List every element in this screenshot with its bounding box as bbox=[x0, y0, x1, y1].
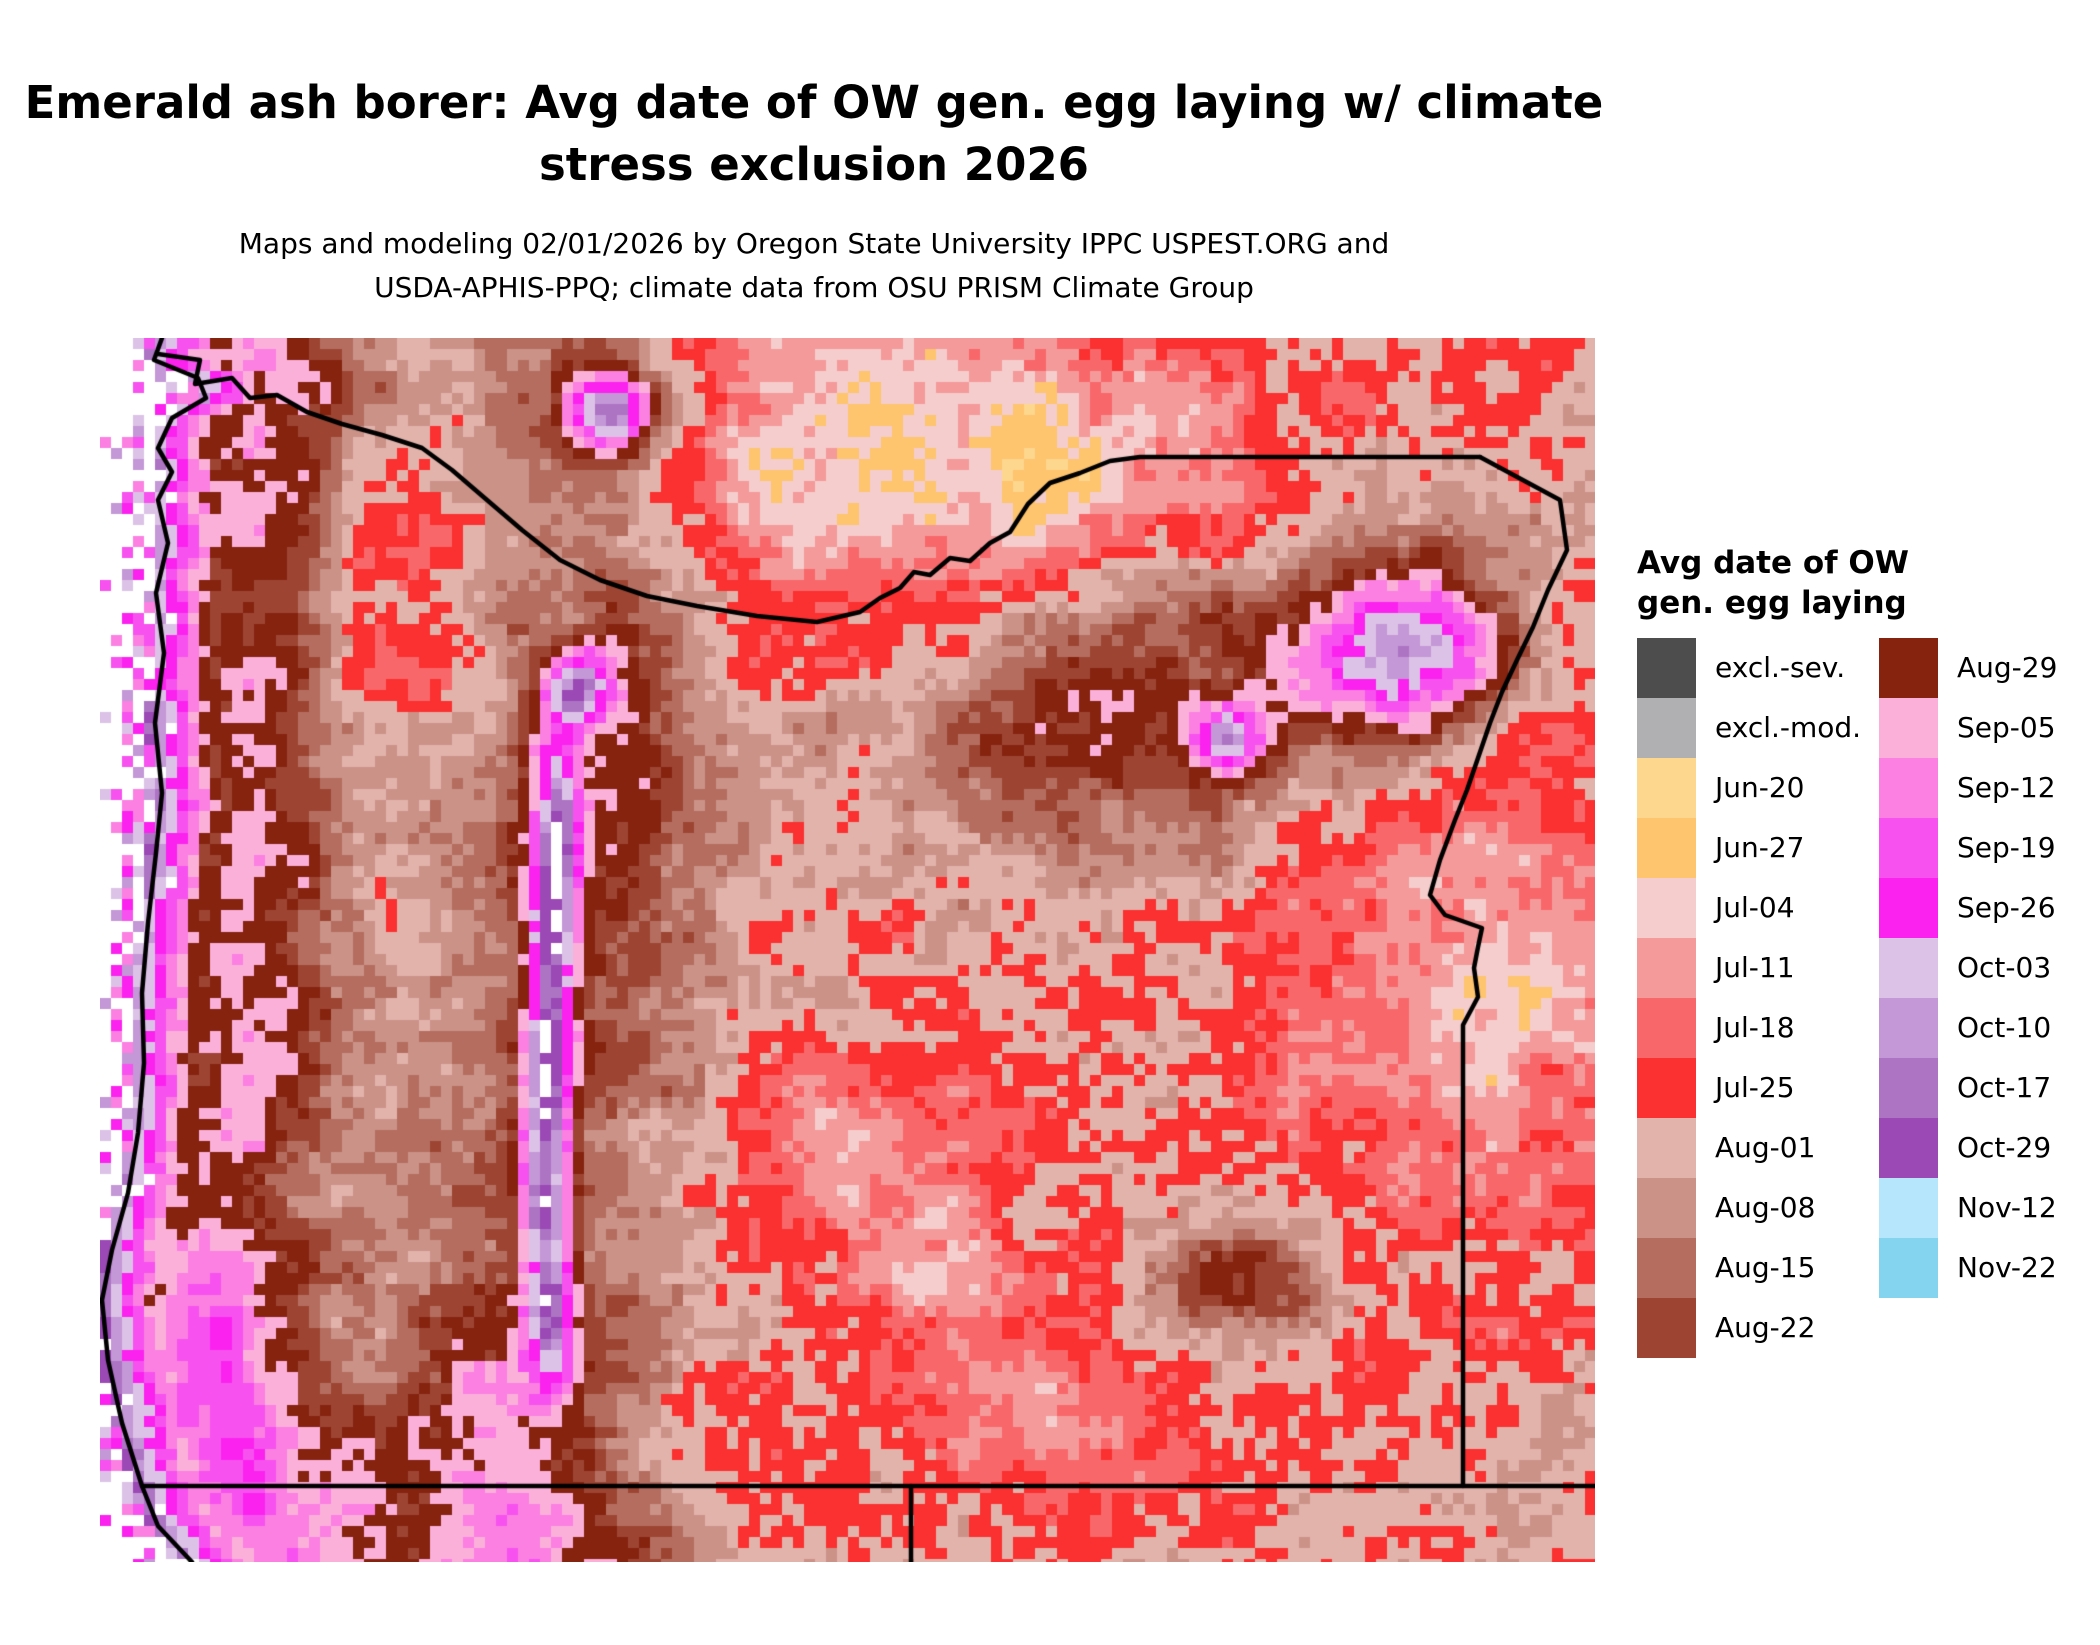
legend-swatch-Oct-03 bbox=[1879, 937, 1938, 998]
legend-label: Nov-12 bbox=[1957, 1191, 2057, 1225]
legend-label: Jul-18 bbox=[1715, 1011, 1795, 1045]
legend-swatch-excl.-sev. bbox=[1637, 637, 1696, 698]
legend-title-line2: gen. egg laying bbox=[1637, 585, 1907, 622]
legend-label: Aug-08 bbox=[1715, 1191, 1816, 1225]
legend-row-Jul-04: Jul-04 bbox=[1637, 877, 1879, 938]
legend-row-Jun-20: Jun-20 bbox=[1637, 757, 1879, 818]
legend-label: Oct-10 bbox=[1957, 1011, 2052, 1045]
legend-swatch-Aug-22 bbox=[1637, 1297, 1696, 1358]
legend-label: Aug-29 bbox=[1957, 651, 2058, 685]
legend-label: Aug-15 bbox=[1715, 1251, 1816, 1285]
page-title-line2: stress exclusion 2026 bbox=[539, 138, 1089, 192]
legend-label: Oct-17 bbox=[1957, 1071, 2052, 1105]
legend-row-Oct-17: Oct-17 bbox=[1879, 1057, 2097, 1118]
legend-row-excl.-sev.: excl.-sev. bbox=[1637, 637, 1879, 698]
legend-label: Nov-22 bbox=[1957, 1251, 2057, 1285]
legend-row-Jul-18: Jul-18 bbox=[1637, 997, 1879, 1058]
legend-label: Sep-05 bbox=[1957, 711, 2056, 745]
legend-swatch-Aug-01 bbox=[1637, 1117, 1696, 1178]
legend-column-1: Aug-29 Sep-05 Sep-12 Sep-19 Sep-26 Oct-03 Oct-… bbox=[1879, 637, 2097, 1298]
legend-swatch-Sep-05 bbox=[1879, 697, 1938, 758]
page-subtitle-line2: USDA-APHIS-PPQ; climate data from OSU PR… bbox=[374, 271, 1254, 305]
legend-swatch-Nov-22 bbox=[1879, 1237, 1938, 1298]
legend-row-excl.-mod.: excl.-mod. bbox=[1637, 697, 1879, 758]
oregon-map-canvas bbox=[100, 338, 1595, 1562]
legend-swatch-Jun-27 bbox=[1637, 817, 1696, 878]
oregon-phenology-map bbox=[100, 338, 1595, 1562]
page-subtitle-line1: Maps and modeling 02/01/2026 by Oregon S… bbox=[238, 227, 1390, 260]
legend-swatch-Sep-19 bbox=[1879, 817, 1938, 878]
legend-swatch-Jul-25 bbox=[1637, 1057, 1696, 1118]
legend-swatch-Jul-04 bbox=[1637, 877, 1696, 938]
legend-label: Jul-25 bbox=[1715, 1071, 1795, 1105]
legend-swatch-Aug-15 bbox=[1637, 1237, 1696, 1298]
legend-swatch-Aug-29 bbox=[1879, 637, 1938, 698]
legend-row-Aug-08: Aug-08 bbox=[1637, 1177, 1879, 1238]
legend-row-Jul-25: Jul-25 bbox=[1637, 1057, 1879, 1118]
legend-row-Oct-29: Oct-29 bbox=[1879, 1117, 2097, 1178]
legend-label: Aug-22 bbox=[1715, 1311, 1816, 1345]
legend-row-Oct-10: Oct-10 bbox=[1879, 997, 2097, 1058]
legend-swatch-Jul-11 bbox=[1637, 937, 1696, 998]
legend-row-Nov-12: Nov-12 bbox=[1879, 1177, 2097, 1238]
legend-swatch-Oct-17 bbox=[1879, 1057, 1938, 1118]
legend-label: excl.-sev. bbox=[1715, 651, 1846, 685]
legend-row-Sep-26: Sep-26 bbox=[1879, 877, 2097, 938]
map-legend: Avg date of OW gen. egg laying excl.-sev… bbox=[1637, 543, 2097, 1358]
legend-row-Sep-05: Sep-05 bbox=[1879, 697, 2097, 758]
legend-label: excl.-mod. bbox=[1715, 711, 1862, 745]
legend-swatch-Oct-29 bbox=[1879, 1117, 1938, 1178]
page-title-line1: Emerald ash borer: Avg date of OW gen. e… bbox=[24, 76, 1604, 129]
legend-swatch-Aug-08 bbox=[1637, 1177, 1696, 1238]
legend-swatch-excl.-mod. bbox=[1637, 697, 1696, 758]
legend-row-Sep-19: Sep-19 bbox=[1879, 817, 2097, 878]
legend-row-Nov-22: Nov-22 bbox=[1879, 1237, 2097, 1298]
page-title: Emerald ash borer: Avg date of OW gen. e… bbox=[0, 72, 1628, 196]
legend-column-0: excl.-sev. excl.-mod. Jun-20 Jun-27 Jul-04 Ju… bbox=[1637, 637, 1879, 1358]
legend-label: Sep-12 bbox=[1957, 771, 2056, 805]
legend-row-Jun-27: Jun-27 bbox=[1637, 817, 1879, 878]
legend-columns: excl.-sev. excl.-mod. Jun-20 Jun-27 Jul-04 Ju… bbox=[1637, 637, 2097, 1358]
legend-swatch-Jun-20 bbox=[1637, 757, 1696, 818]
legend-swatch-Sep-12 bbox=[1879, 757, 1938, 818]
legend-row-Aug-15: Aug-15 bbox=[1637, 1237, 1879, 1298]
page-subtitle: Maps and modeling 02/01/2026 by Oregon S… bbox=[0, 222, 1628, 310]
legend-row-Sep-12: Sep-12 bbox=[1879, 757, 2097, 818]
legend-label: Aug-01 bbox=[1715, 1131, 1816, 1165]
legend-label: Oct-03 bbox=[1957, 951, 2052, 985]
legend-row-Aug-22: Aug-22 bbox=[1637, 1297, 1879, 1358]
legend-row-Oct-03: Oct-03 bbox=[1879, 937, 2097, 998]
legend-swatch-Jul-18 bbox=[1637, 997, 1696, 1058]
legend-label: Sep-19 bbox=[1957, 831, 2056, 865]
legend-title-line1: Avg date of OW bbox=[1637, 545, 1909, 581]
legend-label: Sep-26 bbox=[1957, 891, 2056, 925]
legend-label: Jun-20 bbox=[1715, 771, 1805, 805]
legend-swatch-Oct-10 bbox=[1879, 997, 1938, 1058]
legend-row-Aug-29: Aug-29 bbox=[1879, 637, 2097, 698]
legend-swatch-Nov-12 bbox=[1879, 1177, 1938, 1238]
legend-row-Jul-11: Jul-11 bbox=[1637, 937, 1879, 998]
legend-label: Oct-29 bbox=[1957, 1131, 2052, 1165]
legend-title: Avg date of OW gen. egg laying bbox=[1637, 543, 2097, 624]
legend-row-Aug-01: Aug-01 bbox=[1637, 1117, 1879, 1178]
legend-label: Jun-27 bbox=[1715, 831, 1805, 865]
legend-label: Jul-11 bbox=[1715, 951, 1795, 985]
legend-label: Jul-04 bbox=[1715, 891, 1795, 925]
legend-swatch-Sep-26 bbox=[1879, 877, 1938, 938]
